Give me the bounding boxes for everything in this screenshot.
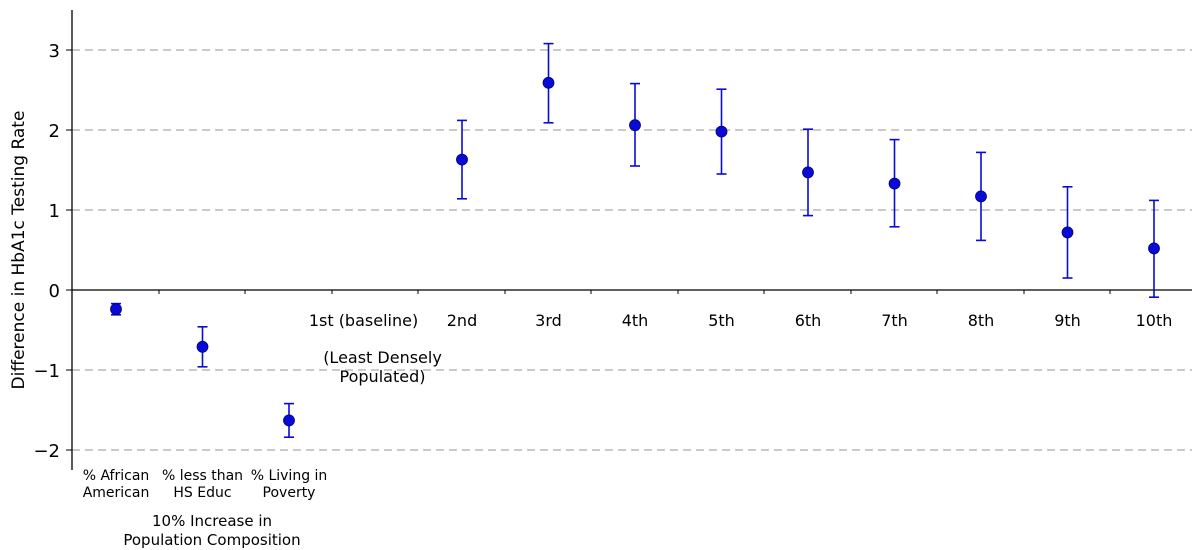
y-axis-label: Difference in HbA1c Testing Rate xyxy=(9,111,29,390)
x-tick-label: 8th xyxy=(968,311,995,330)
x-tick-label: 5th xyxy=(708,311,735,330)
x-tick-label: American xyxy=(83,485,150,501)
data-point xyxy=(1061,226,1074,239)
x-tick-label: 10th xyxy=(1136,311,1173,330)
data-point xyxy=(715,125,728,138)
y-tick-label: −2 xyxy=(33,441,60,462)
y-tick-label: 3 xyxy=(49,41,60,62)
x-tick-label: 2nd xyxy=(447,311,477,330)
x-tick-label: 9th xyxy=(1054,311,1081,330)
x-tick-label: % African xyxy=(83,468,150,484)
x-tick-label: % Living in xyxy=(251,468,328,484)
axes xyxy=(71,10,1192,470)
data-point xyxy=(110,303,122,316)
x-tick-label: 4th xyxy=(622,311,649,330)
x-tick-label: Poverty xyxy=(263,485,316,501)
x-tick-label: 1st (baseline) xyxy=(309,311,418,330)
x-tick-label: 6th xyxy=(795,311,822,330)
x-tick-label: % less than xyxy=(162,468,243,484)
data-point xyxy=(888,177,901,190)
annotation-text: (Least Densely xyxy=(323,348,442,367)
data-point xyxy=(802,166,814,179)
annotation-text: 10% Increase in xyxy=(152,512,272,530)
x-tick-label: 3rd xyxy=(535,311,562,330)
data-point xyxy=(196,340,209,353)
data-point xyxy=(542,76,555,89)
y-tick-label: 2 xyxy=(49,121,60,142)
data-point xyxy=(1148,242,1160,255)
data-point xyxy=(629,119,641,132)
data-point xyxy=(456,153,468,166)
data-points xyxy=(110,42,1160,439)
y-ticks: 3 2 1 0 −1 −2 xyxy=(33,41,72,462)
y-tick-label: −1 xyxy=(33,361,60,382)
annotation-text: Populated) xyxy=(340,367,426,386)
data-point xyxy=(975,190,987,203)
data-point xyxy=(283,414,295,427)
y-tick-label: 1 xyxy=(49,201,60,222)
annotation-text: Population Composition xyxy=(123,531,300,549)
gridlines xyxy=(72,49,1192,451)
x-tick-label: 7th xyxy=(881,311,908,330)
y-tick-label: 0 xyxy=(49,281,60,302)
x-tick-label: HS Educ xyxy=(173,485,231,501)
